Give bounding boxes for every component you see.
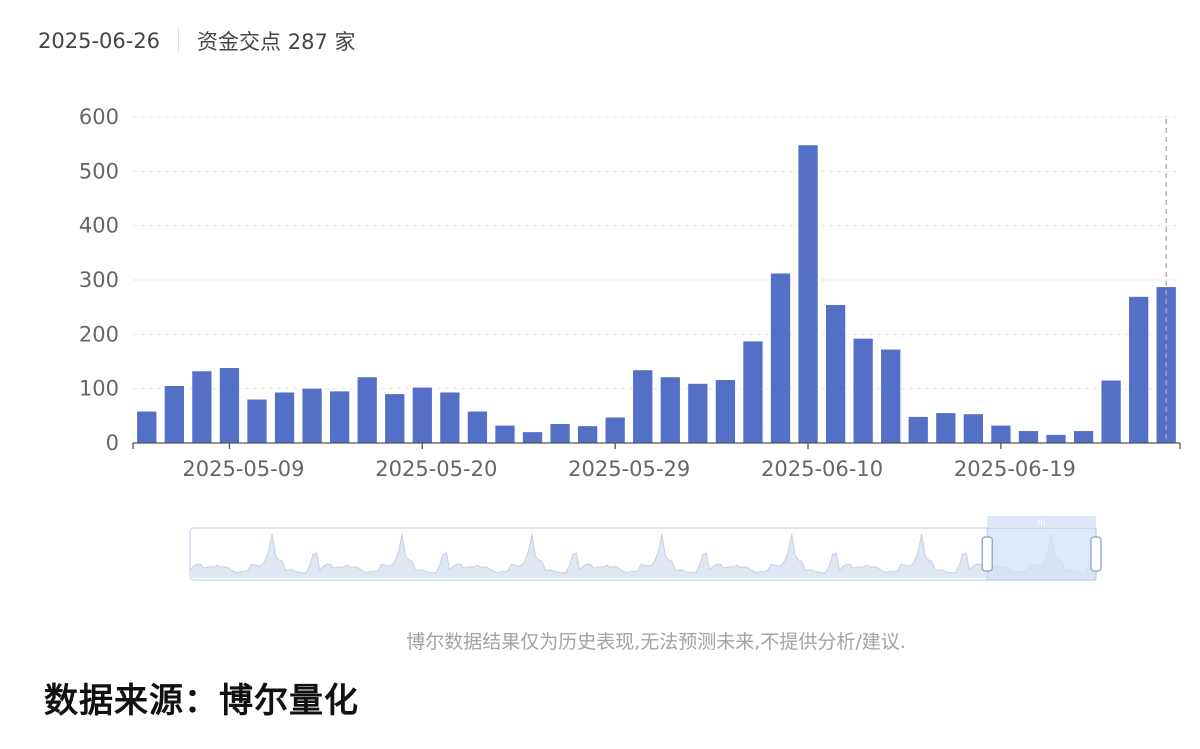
bar[interactable] <box>1018 431 1039 443</box>
header-divider <box>178 28 180 54</box>
bar[interactable] <box>1101 380 1121 443</box>
bar[interactable] <box>825 304 846 443</box>
data-zoom-slider[interactable]: III <box>0 510 1200 590</box>
chart-header: 2025-06-26 资金交点 287 家 <box>38 26 355 56</box>
bar[interactable] <box>495 425 515 443</box>
bar[interactable] <box>164 385 184 443</box>
bar[interactable] <box>330 391 350 443</box>
bar[interactable] <box>936 413 956 443</box>
y-tick-label: 200 <box>79 322 119 346</box>
slider-grip-icon[interactable]: III <box>1038 519 1046 529</box>
bar[interactable] <box>770 273 791 443</box>
bar[interactable] <box>467 411 488 443</box>
bar[interactable] <box>605 417 625 443</box>
x-tick-label: 2025-05-09 <box>182 457 304 481</box>
bar[interactable] <box>908 416 928 443</box>
bar[interactable] <box>302 388 322 443</box>
y-tick-label: 0 <box>106 431 119 455</box>
y-tick-label: 400 <box>79 214 119 238</box>
bar[interactable] <box>743 341 763 443</box>
slider-handle[interactable] <box>981 536 994 572</box>
x-tick-label: 2025-06-19 <box>954 457 1076 481</box>
x-tick-label: 2025-05-20 <box>375 457 497 481</box>
disclaimer-text: 博尔数据结果仅为历史表现,无法预测未来,不提供分析/建议. <box>406 631 906 653</box>
bar[interactable] <box>550 423 570 443</box>
bar[interactable] <box>137 411 157 443</box>
x-tick-label: 2025-05-29 <box>568 457 690 481</box>
bar[interactable] <box>798 145 818 443</box>
bar[interactable] <box>660 377 680 443</box>
bar[interactable] <box>963 414 983 443</box>
bar[interactable] <box>357 377 377 443</box>
bar[interactable] <box>219 368 240 443</box>
y-tick-label: 300 <box>79 268 119 292</box>
bar[interactable] <box>247 399 267 443</box>
bar[interactable] <box>274 392 295 443</box>
bar[interactable] <box>412 387 432 443</box>
bar[interactable] <box>881 349 901 443</box>
y-tick-label: 600 <box>79 105 119 129</box>
bar[interactable] <box>715 379 736 443</box>
data-source-label: 数据来源：博尔量化 <box>44 681 359 721</box>
bar[interactable] <box>385 394 405 443</box>
bar[interactable] <box>577 426 598 443</box>
bar[interactable] <box>991 425 1011 443</box>
bar[interactable] <box>440 392 460 443</box>
bar[interactable] <box>1073 431 1094 443</box>
bar[interactable] <box>633 370 653 443</box>
bar[interactable] <box>853 338 873 443</box>
bar[interactable] <box>688 383 708 443</box>
bar[interactable] <box>1046 434 1066 443</box>
slider-selected-window[interactable] <box>986 527 1097 581</box>
x-tick-label: 2025-06-10 <box>761 457 883 481</box>
bar[interactable] <box>192 371 212 443</box>
header-date: 2025-06-26 <box>38 29 161 53</box>
y-tick-label: 100 <box>79 377 119 401</box>
slider-handle[interactable] <box>1090 536 1102 572</box>
bar-chart: 0 100 200 300 400 500 600 2025-05-09 2025-05-20 2… <box>79 105 1181 481</box>
slider-preview-line <box>189 533 1097 574</box>
y-tick-label: 500 <box>79 159 119 183</box>
bar[interactable] <box>1129 296 1149 443</box>
header-summary: 资金交点 287 家 <box>197 30 356 54</box>
bar[interactable] <box>522 432 543 443</box>
slider-move-bar[interactable] <box>987 516 1096 528</box>
